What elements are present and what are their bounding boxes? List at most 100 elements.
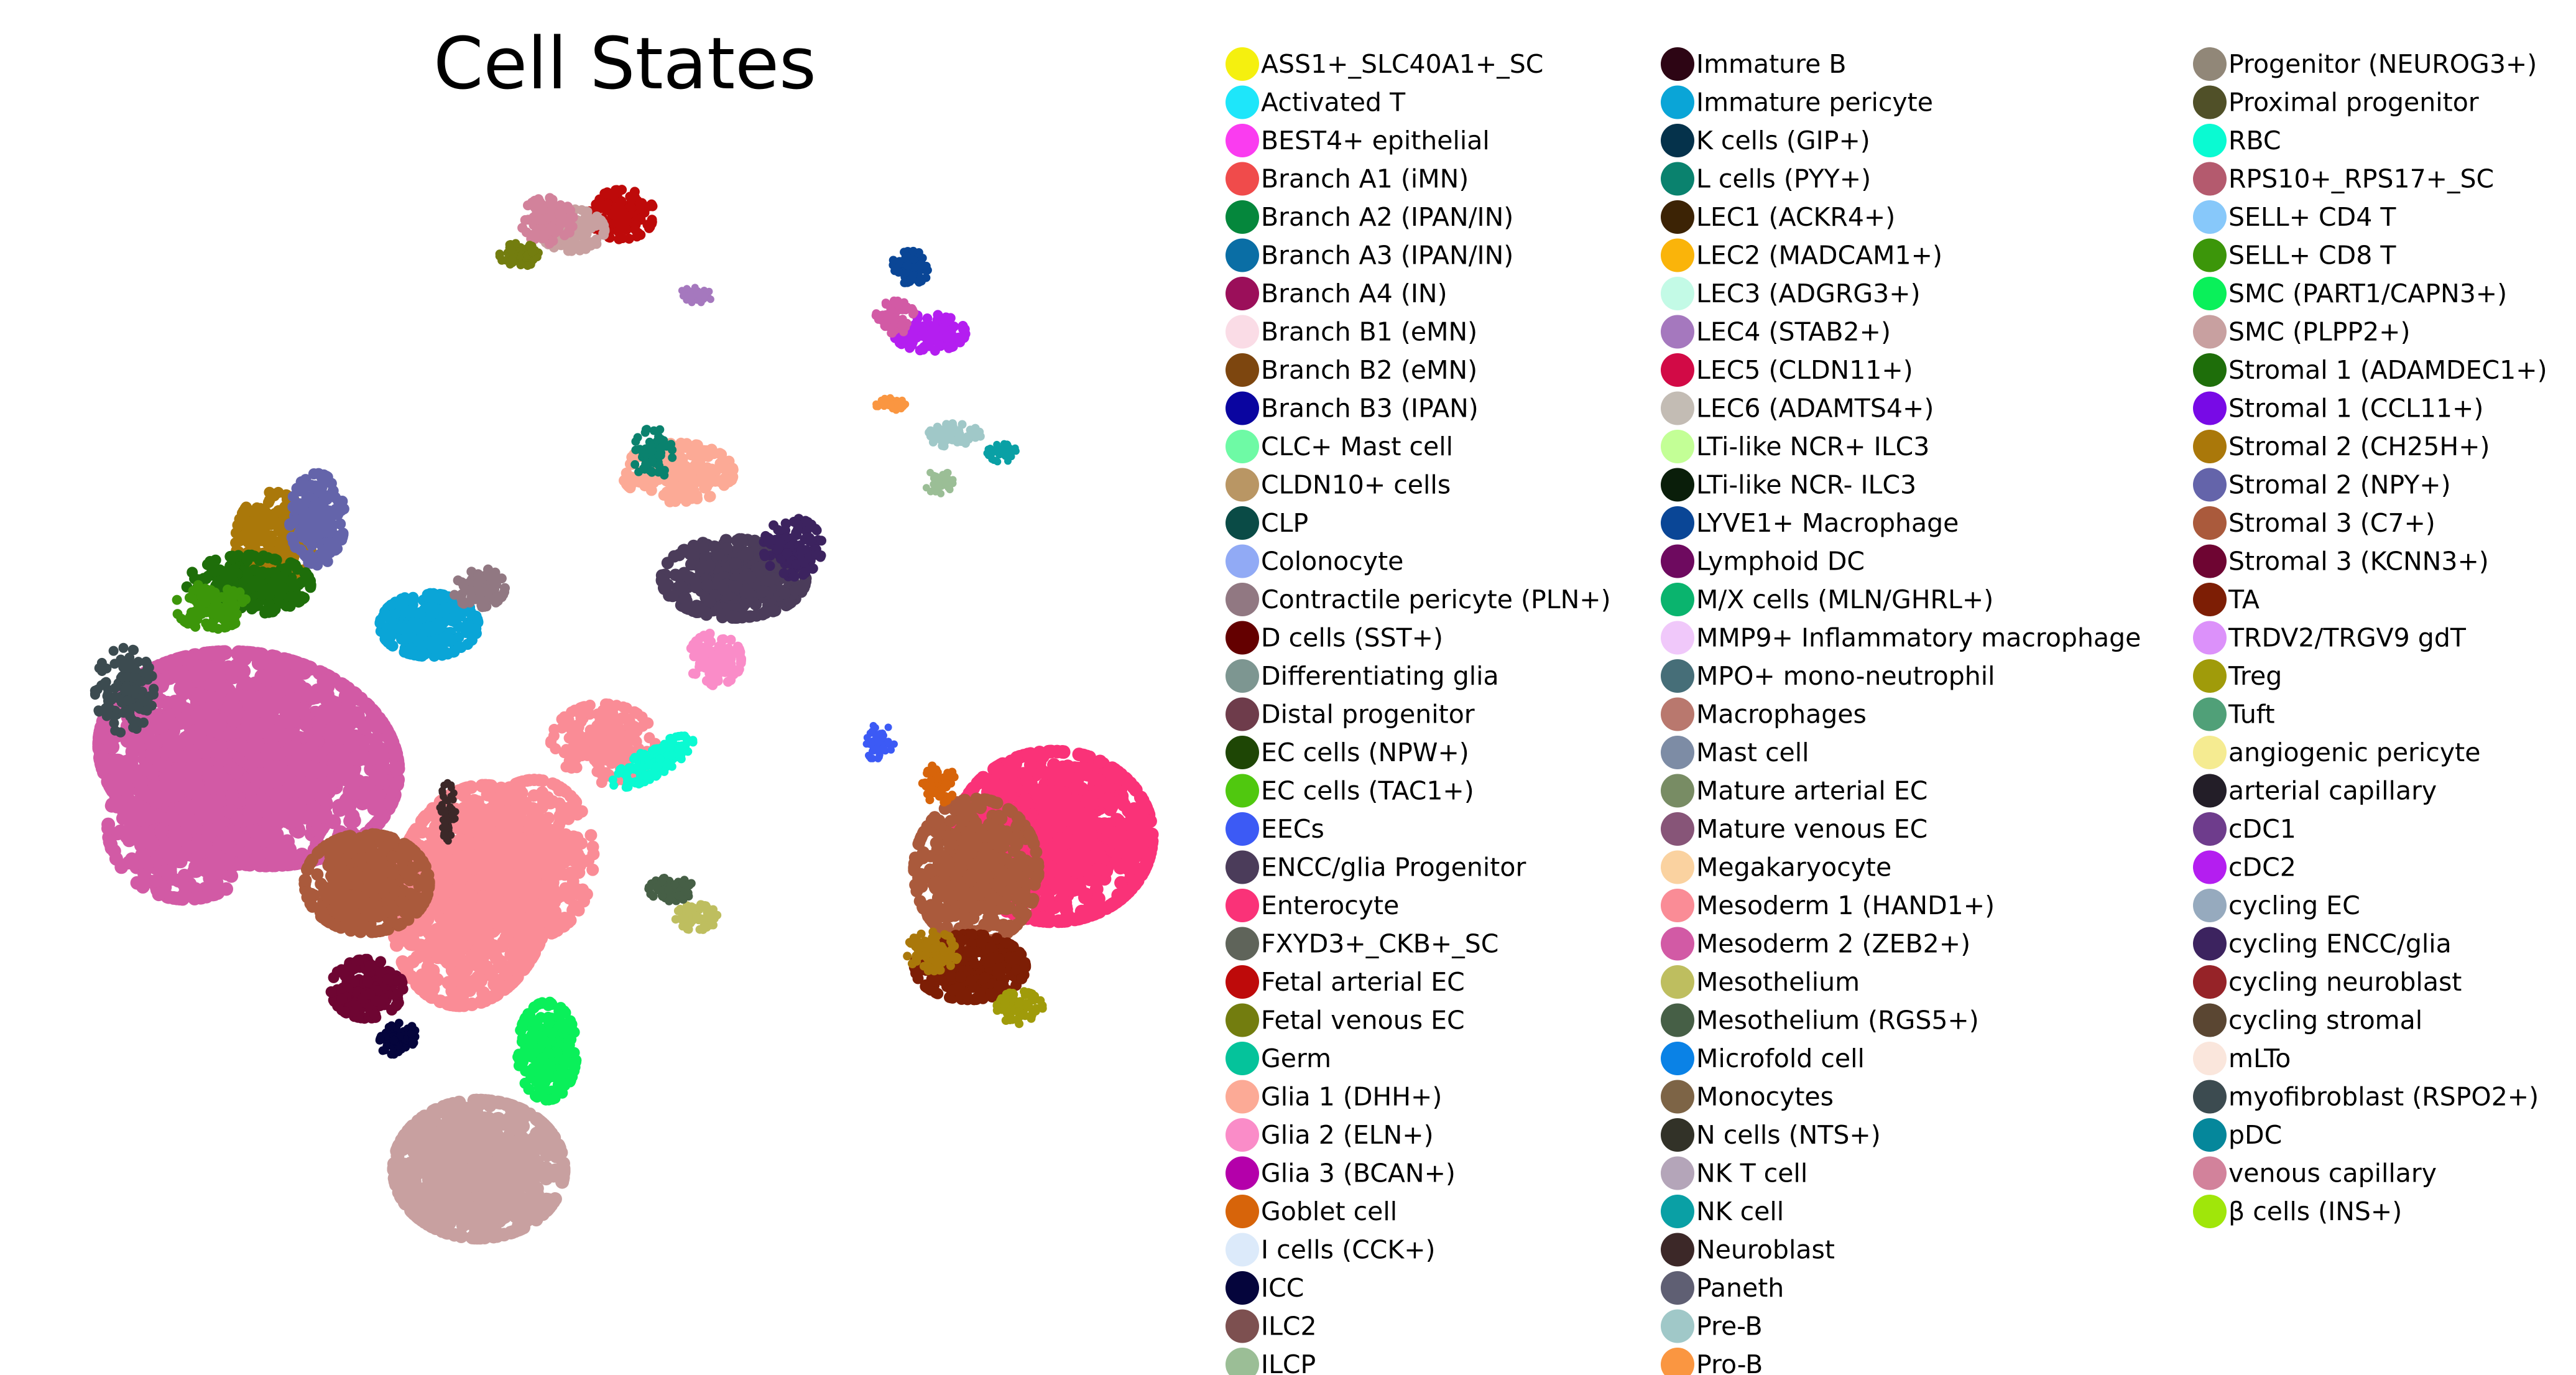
scatter-point — [399, 1170, 413, 1184]
scatter-point — [125, 852, 139, 866]
scatter-point — [450, 911, 464, 925]
scatter-point — [497, 1228, 511, 1242]
scatter-point — [524, 1155, 537, 1170]
scatter-point — [162, 812, 176, 826]
scatter-point — [517, 962, 530, 976]
cluster-smc-part1-capn3 — [512, 996, 582, 1106]
scatter-point — [202, 701, 218, 716]
scatter-point — [438, 1186, 452, 1200]
scatter-point — [410, 1195, 425, 1210]
scatter-point — [262, 691, 277, 706]
scatter-point — [148, 788, 162, 802]
scatter-point — [231, 812, 245, 826]
scatter-point — [379, 923, 392, 936]
scatter-point — [436, 1131, 451, 1146]
scatter-point — [466, 1132, 479, 1146]
scatter-point — [489, 874, 502, 887]
scatter-point — [466, 797, 480, 812]
scatter-point — [206, 822, 221, 836]
scatter-point — [405, 937, 420, 951]
scatter-point — [471, 1098, 486, 1112]
scatter-point — [344, 808, 360, 824]
scatter-point — [451, 883, 465, 897]
scatter-point — [459, 974, 473, 988]
scatter-point — [417, 1164, 432, 1178]
scatter-point — [432, 1104, 446, 1119]
scatter-point — [251, 655, 267, 671]
scatter-point — [492, 1170, 506, 1184]
scatter-point — [366, 884, 379, 897]
scatter-point — [365, 925, 378, 938]
scatter-point — [305, 690, 320, 705]
scatter-point — [302, 861, 315, 874]
chart-title: Cell States — [433, 22, 816, 106]
scatter-point — [483, 835, 496, 848]
scatter-point — [139, 762, 154, 777]
scatter-point — [249, 737, 264, 752]
scatter-point — [211, 858, 225, 873]
scatter-point — [194, 806, 208, 820]
scatter-point — [373, 715, 389, 730]
scatter-point — [520, 774, 533, 787]
scatter-point — [343, 784, 358, 799]
scatter-point — [327, 773, 342, 789]
scatter-point — [246, 782, 260, 796]
scatter-point — [142, 810, 156, 824]
scatter-point — [193, 891, 208, 905]
scatter-point — [538, 1141, 553, 1155]
scatter-point — [349, 866, 362, 879]
scatter-point — [341, 716, 356, 731]
scatter-point — [550, 840, 563, 853]
scatter-point — [193, 758, 207, 772]
scatter-point — [453, 1203, 467, 1217]
scatter-point — [474, 1190, 489, 1205]
scatter-point — [527, 1140, 541, 1154]
scatter-point — [285, 813, 301, 828]
scatter-point — [170, 774, 185, 789]
scatter-point — [504, 896, 517, 909]
scatter-point — [390, 938, 404, 952]
scatter-point — [298, 874, 312, 887]
scatter-point — [351, 877, 364, 891]
scatter-point — [444, 1175, 458, 1188]
scatter-point — [386, 851, 399, 864]
scatter-point — [300, 789, 315, 805]
scatter-point — [256, 834, 270, 848]
scatter-point — [417, 811, 432, 825]
scatter-point — [453, 1160, 468, 1175]
scatter-point — [566, 904, 579, 917]
scatter-point — [471, 836, 484, 849]
scatter-point — [421, 1217, 435, 1231]
scatter-point — [427, 844, 441, 858]
scatter-point — [390, 761, 405, 776]
scatter-point — [438, 1118, 452, 1132]
scatter-point — [136, 835, 149, 850]
scatter-point — [305, 887, 318, 900]
scatter-point — [450, 1106, 464, 1120]
scatter-point — [556, 1165, 571, 1179]
scatter-point — [343, 846, 356, 859]
scatter-point — [376, 906, 389, 919]
scatter-point — [478, 1231, 492, 1244]
scatter-point — [332, 874, 345, 887]
scatter-point — [140, 856, 154, 870]
scatter-point — [93, 728, 108, 744]
scatter-point — [525, 882, 538, 896]
scatter-point — [152, 887, 166, 902]
scatter-point — [489, 887, 501, 900]
scatter-point — [507, 925, 520, 938]
scatter-point — [529, 853, 542, 866]
scatter-point — [340, 767, 356, 782]
scatter-point — [178, 829, 192, 843]
scatter-point — [162, 731, 177, 746]
scatter-point — [513, 1167, 527, 1181]
scatter-point — [361, 838, 374, 851]
scatter-point — [446, 928, 460, 943]
scatter-point — [482, 1111, 496, 1126]
scatter-point — [154, 824, 169, 838]
scatter-point — [370, 771, 385, 787]
scatter-point — [206, 766, 220, 780]
scatter-point — [287, 691, 302, 706]
scatter-point — [337, 909, 349, 922]
scatter-point — [488, 1155, 502, 1170]
